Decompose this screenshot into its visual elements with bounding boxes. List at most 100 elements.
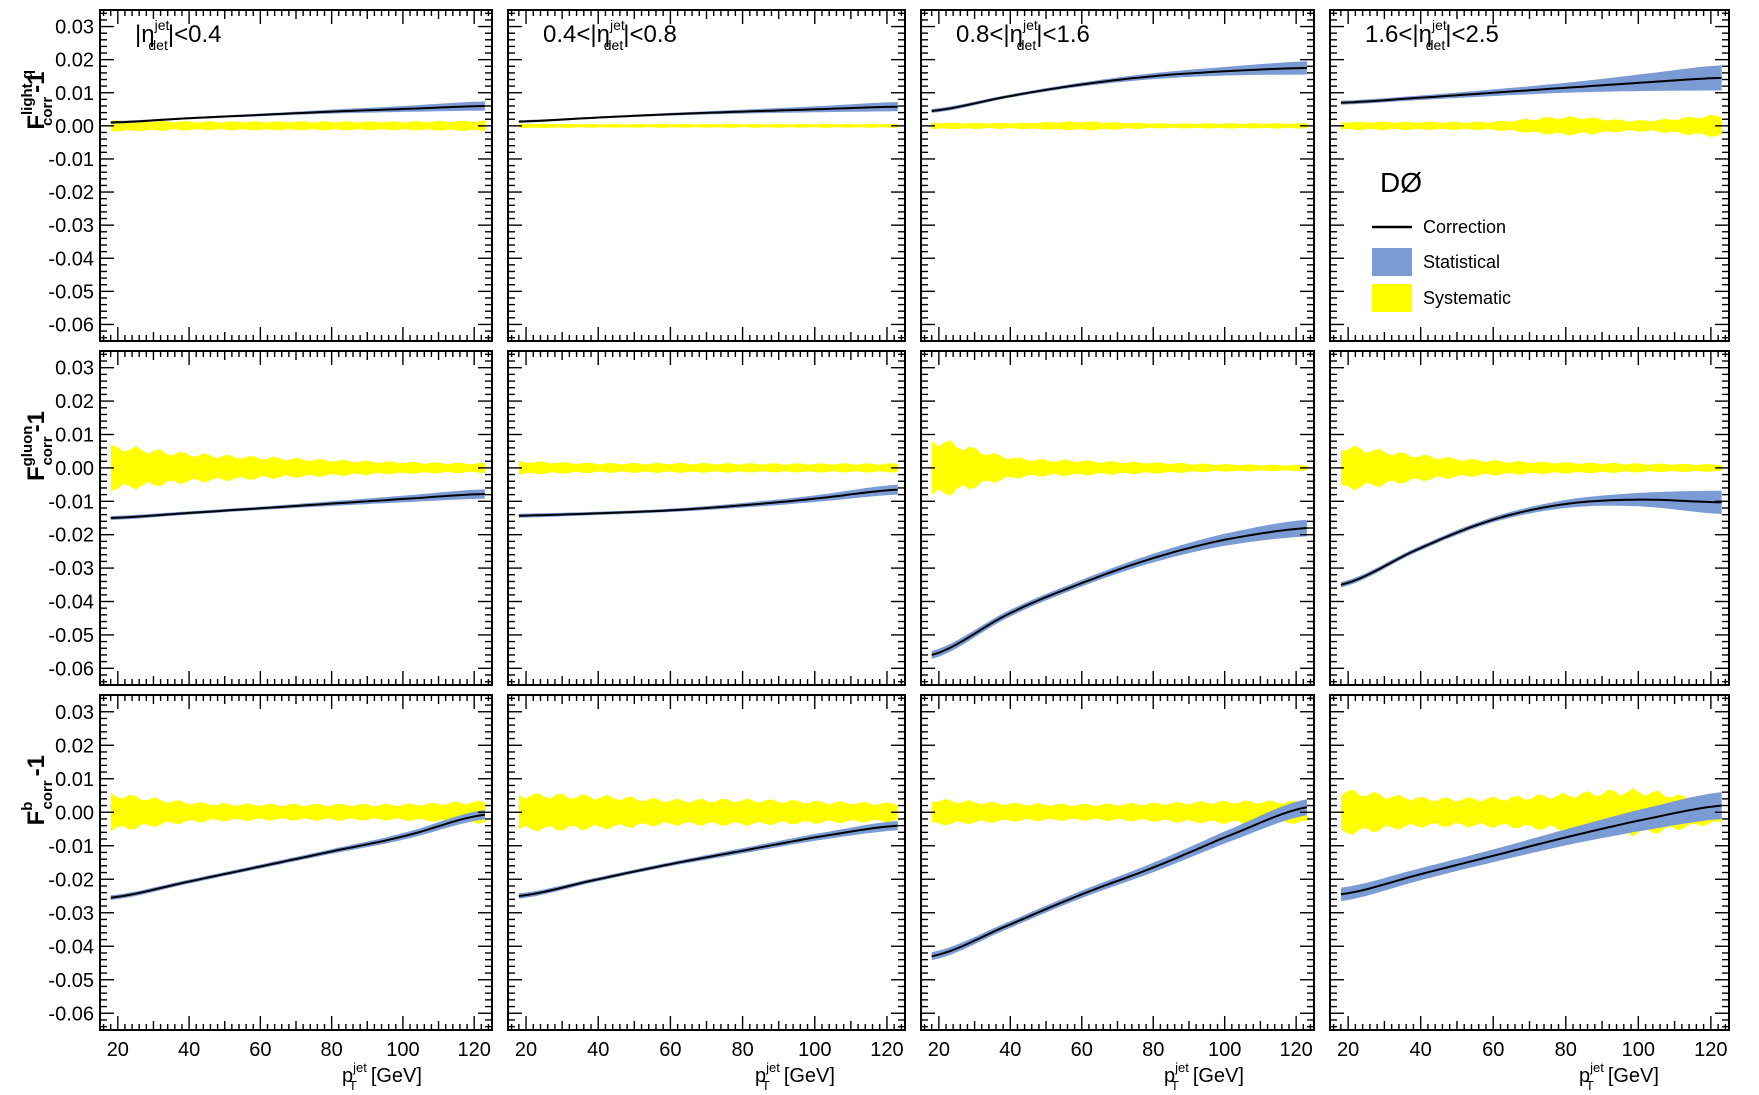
y-tick-label: -0.06 — [48, 1003, 94, 1025]
x-axis-title: pjet T [GeV] — [755, 1060, 835, 1093]
x-tick-label: 80 — [321, 1039, 343, 1061]
x-tick-label: 60 — [1071, 1039, 1093, 1061]
column-title: 0.8<|ηjet det|<1.6 — [956, 17, 1090, 53]
legend-label: Systematic — [1423, 288, 1511, 308]
correction-line — [931, 527, 1307, 656]
column-title: 0.4<|ηjet det|<0.8 — [543, 17, 677, 53]
y-tick-label: 0.03 — [55, 358, 94, 380]
statistical-band — [1340, 490, 1722, 588]
panel-r3-c3: 20 40 60 80 100 120 pjet T [GeV] — [920, 694, 1315, 1093]
systematic-band — [518, 792, 898, 832]
systematic-band — [518, 123, 898, 129]
panel-frame — [507, 694, 906, 1031]
correction-line — [1340, 498, 1722, 586]
y-tick-label: 0.02 — [55, 50, 94, 72]
y-tick-label: 0.00 — [55, 116, 94, 138]
panel-r1-c4: 1.6<|ηjet det|<2.5 — [1329, 9, 1730, 342]
systematic-band — [1340, 115, 1722, 137]
x-tick-label: 80 — [1555, 1039, 1577, 1061]
x-axis-title: pjet T [GeV] — [1579, 1060, 1659, 1093]
correction-line — [518, 488, 898, 517]
systematic-band — [110, 792, 485, 832]
row-y-label: Fgluon corr-1 — [19, 411, 56, 481]
y-tick-label: -0.01 — [48, 836, 94, 858]
x-tick-label: 120 — [1694, 1039, 1727, 1061]
y-tick-label: -0.04 — [48, 248, 94, 270]
y-tick-label: -0.02 — [48, 182, 94, 204]
y-tick-label: -0.05 — [48, 281, 94, 303]
x-tick-label: 40 — [587, 1039, 609, 1061]
panel-r2-c3 — [920, 350, 1315, 686]
systematic-band — [110, 444, 485, 491]
systematic-band — [110, 120, 485, 132]
panel-frame — [920, 694, 1315, 1031]
y-tick-label: 0.03 — [55, 17, 94, 39]
legend-swatch-systematic — [1372, 284, 1412, 312]
x-tick-label: 60 — [1482, 1039, 1504, 1061]
x-tick-label: 100 — [1208, 1039, 1241, 1061]
x-tick-label: 80 — [731, 1039, 753, 1061]
x-axis-title: pjet T [GeV] — [1164, 1060, 1244, 1093]
statistical-band — [518, 484, 898, 518]
y-tick-label: -0.02 — [48, 525, 94, 547]
y-tick-label: 0.02 — [55, 735, 94, 757]
panel-frame — [1329, 350, 1730, 686]
panel-frame — [920, 350, 1315, 686]
systematic-band — [931, 440, 1307, 496]
correction-line — [110, 493, 485, 519]
y-tick-label: 0.01 — [55, 425, 94, 447]
correction-line — [110, 105, 485, 124]
panel-frame — [1329, 694, 1730, 1031]
y-tick-label: -0.01 — [48, 149, 94, 171]
y-tick-label: -0.05 — [48, 625, 94, 647]
y-tick-label: 0.00 — [55, 458, 94, 480]
panel-frame — [507, 9, 906, 342]
x-tick-label: 100 — [1622, 1039, 1655, 1061]
correction-line — [110, 813, 486, 899]
y-tick-label: 0.01 — [55, 83, 94, 105]
y-tick-label: -0.04 — [48, 592, 94, 614]
statistical-band — [931, 61, 1307, 113]
x-axis-title: pjet T [GeV] — [342, 1060, 422, 1093]
y-tick-label: -0.06 — [48, 658, 94, 680]
x-tick-label: 20 — [107, 1039, 129, 1061]
legend-label: Correction — [1423, 217, 1506, 237]
y-tick-label: 0.01 — [55, 769, 94, 791]
legend-swatch-statistical — [1372, 248, 1412, 276]
x-tick-label: 100 — [798, 1039, 831, 1061]
correction-line — [518, 105, 898, 123]
x-tick-label: 40 — [178, 1039, 200, 1061]
y-tick-label: -0.02 — [48, 869, 94, 891]
statistical-band — [1340, 65, 1722, 105]
panel-frame — [99, 9, 493, 342]
x-tick-label: 120 — [457, 1039, 490, 1061]
y-tick-label: -0.01 — [48, 491, 94, 513]
y-tick-label: 0.03 — [55, 702, 94, 724]
x-tick-label: 100 — [386, 1039, 419, 1061]
panel-r3-c2: 20 40 60 80 100 120 pjet T [GeV] — [507, 694, 906, 1093]
panel-r3-c1: 0.03 0.02 0.01 0.00 -0.01 -0.02 -0.03 -0.04 -0.0… — [48, 694, 493, 1093]
experiment-label: DØ — [1380, 167, 1422, 198]
y-tick-label: -0.03 — [48, 215, 94, 237]
x-tick-label: 60 — [249, 1039, 271, 1061]
correction-line — [931, 66, 1307, 112]
panel-r1-c2: 0.4<|ηjet det|<0.8 — [507, 9, 906, 342]
x-tick-label: 20 — [1337, 1039, 1359, 1061]
panel-frame — [99, 694, 493, 1031]
y-tick-label: 0.02 — [55, 391, 94, 413]
column-title: |ηjet det|<0.4 — [135, 17, 221, 53]
statistical-band — [931, 519, 1307, 659]
x-tick-label: 20 — [928, 1039, 950, 1061]
correction-line — [1340, 76, 1722, 104]
panel-r2-c1: 0.03 0.02 0.01 0.00 -0.01 -0.02 -0.03 -0.04 -0.0… — [48, 350, 493, 686]
correction-line — [518, 824, 898, 897]
y-tick-label: -0.05 — [48, 970, 94, 992]
systematic-band — [518, 460, 898, 475]
y-tick-label: -0.03 — [48, 558, 94, 580]
column-title: 1.6<|ηjet det|<2.5 — [1365, 17, 1499, 53]
panel-frame — [99, 350, 493, 686]
x-tick-label: 120 — [870, 1039, 903, 1061]
panel-frame — [920, 9, 1315, 342]
